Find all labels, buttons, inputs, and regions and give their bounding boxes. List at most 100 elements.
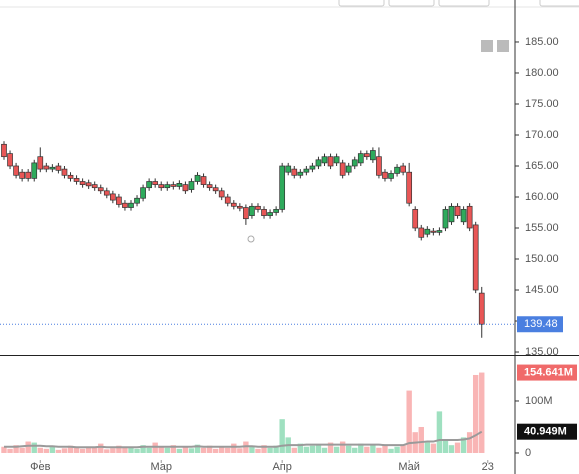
candle-body <box>418 227 425 238</box>
volume-bar <box>291 447 297 453</box>
volume-bar <box>134 448 140 453</box>
volume-bar <box>424 442 431 453</box>
candle-body <box>146 181 152 189</box>
candle-body <box>357 153 364 164</box>
volume-bar <box>279 419 285 453</box>
candle-body <box>236 205 243 209</box>
volume-bar <box>110 448 116 453</box>
candle-body <box>218 190 225 198</box>
candle-body <box>363 153 370 158</box>
volume-bar <box>67 445 74 453</box>
volume-bar <box>200 447 207 453</box>
candle-body <box>388 173 394 179</box>
candle-body <box>351 159 358 167</box>
candle-body <box>400 165 406 173</box>
volume-bar <box>218 446 225 453</box>
volume-bar <box>345 445 352 453</box>
volume-bar <box>460 437 467 453</box>
volume-bar <box>170 445 177 453</box>
candle-body <box>7 153 13 167</box>
candle-body <box>49 166 56 170</box>
volume-bar <box>43 448 50 453</box>
candle-body <box>303 168 310 173</box>
volume-bar <box>25 441 31 453</box>
volume-bar <box>249 446 255 453</box>
last-price-label: 139.48 <box>524 318 558 330</box>
candle-body <box>140 187 146 199</box>
toolbar-button[interactable] <box>338 0 385 7</box>
toolbar-button[interactable] <box>388 0 435 7</box>
candle-body <box>267 212 273 216</box>
candle-body <box>182 184 189 192</box>
volume-bar <box>37 447 43 453</box>
volume-bar <box>116 445 122 453</box>
volume-bar <box>7 448 13 453</box>
candle-body <box>448 205 455 223</box>
candle-body <box>273 209 279 213</box>
candle-body <box>73 178 80 182</box>
toolbar-button[interactable] <box>438 0 490 7</box>
candle-body <box>436 230 443 233</box>
volume-bar <box>49 446 56 453</box>
value-label: 154.641M <box>524 366 573 378</box>
candle-body <box>333 156 340 164</box>
candle-body <box>206 184 213 189</box>
volume-bar <box>1 446 7 453</box>
candle-body <box>370 150 376 161</box>
toolbar-button[interactable] <box>539 0 579 7</box>
y-tick-label: 160.00 <box>525 191 559 203</box>
scroll-icon[interactable] <box>497 40 509 52</box>
volume-bar <box>418 426 424 453</box>
candle-body <box>224 196 231 204</box>
candle-body <box>116 196 122 205</box>
candle-body <box>122 202 128 208</box>
x-tick-label: Фев <box>30 461 50 473</box>
y-tick-label: 170.00 <box>525 129 559 141</box>
event-marker[interactable] <box>247 235 255 243</box>
candle-body <box>164 184 171 189</box>
candle-body <box>67 174 74 179</box>
candle-body <box>327 156 334 167</box>
candle-body <box>134 197 140 204</box>
candle-body <box>128 202 134 208</box>
volume-bar <box>479 372 485 453</box>
y-tick-label: 150.00 <box>525 253 559 265</box>
candle-body <box>37 156 44 170</box>
x-tick-label: Май <box>398 461 420 473</box>
candle-body <box>85 182 92 187</box>
scroll-icon[interactable] <box>481 40 493 52</box>
volume-bar <box>358 443 364 453</box>
volume-bar <box>176 448 183 453</box>
volume-bar <box>85 446 92 453</box>
volume-bar <box>61 448 68 453</box>
candle-body <box>103 190 110 196</box>
candle-body <box>255 205 261 210</box>
volume-bar <box>376 447 382 453</box>
volume-bar <box>55 449 62 453</box>
candle-body <box>61 168 68 176</box>
volume-bar <box>146 447 152 453</box>
volume-ma-line <box>3 430 483 449</box>
volume-bar <box>273 445 279 453</box>
candle-body <box>13 165 19 176</box>
candle-body <box>376 156 382 176</box>
volume-bar <box>188 448 195 453</box>
candle-body <box>472 224 479 291</box>
volume-bar <box>225 447 231 453</box>
candle-body <box>382 171 388 179</box>
volume-bar <box>182 446 189 453</box>
candle-body <box>158 184 165 189</box>
volume-bar <box>231 443 237 453</box>
candle-body <box>200 176 207 185</box>
volume-bar <box>406 390 412 453</box>
y-tick-label: 185.00 <box>525 36 559 48</box>
value-label-box <box>517 364 577 381</box>
candle-body <box>31 162 38 179</box>
y-tick-label: 175.00 <box>525 98 559 110</box>
candle-body <box>291 168 298 176</box>
candle-body <box>430 230 437 233</box>
volume-bar <box>267 447 273 453</box>
candle-body <box>345 165 352 173</box>
volume-bar <box>388 448 394 453</box>
